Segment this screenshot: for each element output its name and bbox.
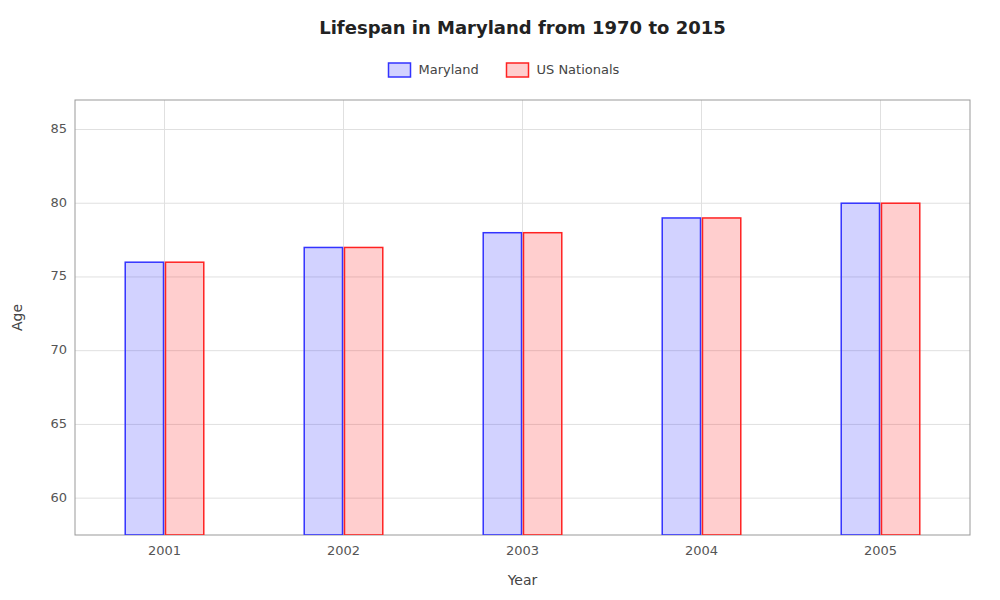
x-tick-label: 2005 — [864, 543, 897, 558]
chart-container: 60 65 70 75 80 85 2001 2002 2003 2004 2005 Year Age L… — [0, 0, 1000, 600]
bar — [166, 262, 204, 535]
y-tick-label: 70 — [50, 342, 67, 357]
x-tick-label: 2001 — [148, 543, 181, 558]
x-tick-label: 2002 — [327, 543, 360, 558]
bar — [524, 233, 562, 535]
x-tick-label: 2003 — [506, 543, 539, 558]
legend-swatch — [389, 63, 411, 77]
chart-svg: 60 65 70 75 80 85 2001 2002 2003 2004 2005 Year Age L… — [0, 0, 1000, 600]
grid — [75, 100, 970, 535]
plot-frame — [75, 100, 970, 535]
y-tick-label: 85 — [50, 121, 67, 136]
x-axis-label: Year — [507, 572, 538, 588]
bar — [703, 218, 741, 535]
y-tick-label: 75 — [50, 268, 67, 283]
y-axis-label: Age — [9, 304, 25, 331]
bar — [882, 203, 920, 535]
bars — [125, 203, 920, 535]
y-tick-label: 80 — [50, 195, 67, 210]
bar — [125, 262, 163, 535]
bar — [841, 203, 879, 535]
legend-label: Maryland — [419, 62, 479, 77]
bar — [304, 247, 342, 535]
bar — [662, 218, 700, 535]
title: Lifespan in Maryland from 1970 to 2015 — [319, 17, 726, 38]
y-tick-label: 60 — [50, 490, 67, 505]
legend: Maryland US Nationals — [389, 62, 620, 78]
bar — [345, 247, 383, 535]
background — [0, 0, 1000, 600]
legend-label: US Nationals — [537, 62, 620, 77]
legend-swatch — [507, 63, 529, 77]
bar — [483, 233, 521, 535]
y-tick-label: 65 — [50, 416, 67, 431]
x-tick-label: 2004 — [685, 543, 718, 558]
